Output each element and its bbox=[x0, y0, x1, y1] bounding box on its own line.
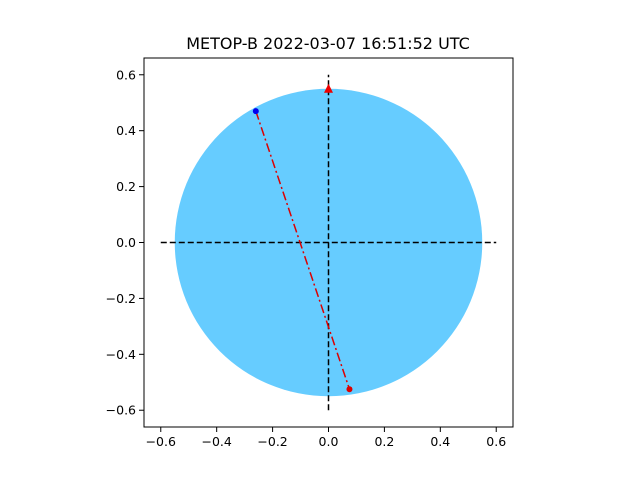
x-tick-label: −0.2 bbox=[257, 434, 287, 449]
x-tick-label: 0.6 bbox=[486, 434, 506, 449]
x-tick-label: 0.2 bbox=[374, 434, 394, 449]
y-tick-label: −0.6 bbox=[106, 403, 136, 418]
x-tick-label: 0.0 bbox=[319, 434, 339, 449]
y-tick-label: 0.4 bbox=[116, 123, 136, 138]
plot-area bbox=[160, 74, 497, 411]
y-axis: −0.6 −0.4 −0.2 0.0 0.2 0.4 0.6 bbox=[106, 67, 144, 418]
y-tick-label: 0.2 bbox=[116, 179, 136, 194]
chart-title: METOP-B 2022-03-07 16:51:52 UTC bbox=[186, 34, 470, 53]
x-tick-label: −0.6 bbox=[146, 434, 176, 449]
y-tick-label: 0.6 bbox=[116, 67, 136, 82]
track-start-point bbox=[252, 108, 259, 115]
track-end-point bbox=[346, 386, 353, 393]
north-marker bbox=[324, 83, 333, 93]
x-tick-label: 0.4 bbox=[430, 434, 450, 449]
y-tick-label: −0.2 bbox=[106, 291, 136, 306]
track-line bbox=[255, 110, 351, 390]
x-axis: −0.6 −0.4 −0.2 0.0 0.2 0.4 0.6 bbox=[146, 427, 506, 449]
y-tick-label: −0.4 bbox=[106, 347, 136, 362]
y-tick-label: 0.0 bbox=[116, 235, 136, 250]
x-tick-label: −0.4 bbox=[202, 434, 232, 449]
